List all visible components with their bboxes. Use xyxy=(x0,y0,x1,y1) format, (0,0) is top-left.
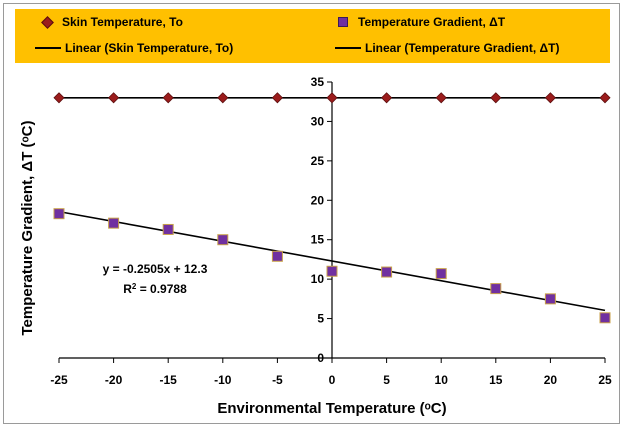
tick-labels: -25 -20 -15 -10 -5 0 5 10 15 20 25 0 5 10 15 20 25 30 35 xyxy=(50,75,612,387)
chart-legend: Skin Temperature, To Temperature Gradien… xyxy=(15,9,610,63)
diamond-point xyxy=(544,92,556,104)
square-point xyxy=(162,223,174,235)
axes xyxy=(58,81,606,363)
legend-item-linear-gradient: Linear (Temperature Gradient, ΔT) xyxy=(335,38,559,58)
x-tick-label: -20 xyxy=(105,373,123,387)
x-tick-label: -10 xyxy=(214,373,232,387)
square-point xyxy=(108,217,120,229)
line-marker-icon xyxy=(35,47,61,49)
square-point xyxy=(53,208,65,220)
square-point xyxy=(217,234,229,246)
trendline xyxy=(58,210,606,312)
x-tick-label: 0 xyxy=(329,373,336,387)
x-tick-label: 5 xyxy=(383,373,390,387)
square-point xyxy=(599,312,611,324)
x-tick-label: -15 xyxy=(160,373,178,387)
square-point xyxy=(544,293,556,305)
diamond-point xyxy=(599,92,611,104)
y-tick-label: 35 xyxy=(311,75,325,89)
y-tick-label: 10 xyxy=(311,272,325,286)
y-axis-title: Temperature Gradient, ΔT (ᵒC) xyxy=(19,120,36,335)
y-tick-label: 25 xyxy=(311,154,325,168)
legend-label: Linear (Skin Temperature, To) xyxy=(65,41,234,55)
square-point xyxy=(326,265,338,277)
legend-label: Skin Temperature, To xyxy=(62,15,183,29)
r-squared-prefix: R xyxy=(123,282,132,296)
chart-frame xyxy=(3,3,620,424)
x-tick-label: 15 xyxy=(489,373,503,387)
y-tick-label: 30 xyxy=(311,114,325,128)
diamond-point xyxy=(271,92,283,104)
x-axis-title: Environmental Temperature (ᵒC) xyxy=(217,400,446,417)
diamond-point xyxy=(435,92,447,104)
legend-label: Temperature Gradient, ΔT xyxy=(358,15,506,29)
x-tick-label: -5 xyxy=(272,373,283,387)
diamond-point xyxy=(381,92,393,104)
square-point xyxy=(490,283,502,295)
trend-equation: y = -0.2505x + 12.3 xyxy=(103,262,208,276)
y-tick-label: 20 xyxy=(311,193,325,207)
x-tick-label: -25 xyxy=(50,373,68,387)
y-tick-label: 5 xyxy=(317,312,324,326)
x-tick-label: 20 xyxy=(544,373,558,387)
r-squared: R2 = 0.9788 xyxy=(123,282,187,297)
legend-item-temperature-gradient: Temperature Gradient, ΔT xyxy=(330,12,505,32)
diamond-point xyxy=(108,92,120,104)
diamond-point xyxy=(217,92,229,104)
r-squared-value: = 0.9788 xyxy=(136,282,187,296)
diamond-point xyxy=(490,92,502,104)
x-tick-label: 25 xyxy=(598,373,612,387)
r-squared-superscript: 2 xyxy=(132,282,137,291)
line-marker-icon xyxy=(335,47,361,49)
square-point xyxy=(381,266,393,278)
diamond-point xyxy=(53,92,65,104)
square-point xyxy=(435,268,447,280)
legend-item-linear-skin: Linear (Skin Temperature, To) xyxy=(35,38,233,58)
legend-label: Linear (Temperature Gradient, ΔT) xyxy=(365,41,560,55)
square-marker-icon xyxy=(338,17,348,27)
y-tick-label: 0 xyxy=(317,351,324,365)
y-tick-label: 15 xyxy=(311,233,325,247)
data-marks xyxy=(53,92,611,324)
diamond-point xyxy=(162,92,174,104)
legend-item-skin-temperature: Skin Temperature, To xyxy=(35,12,183,32)
square-point xyxy=(271,250,283,262)
x-tick-label: 10 xyxy=(435,373,449,387)
diamond-point xyxy=(326,92,338,104)
